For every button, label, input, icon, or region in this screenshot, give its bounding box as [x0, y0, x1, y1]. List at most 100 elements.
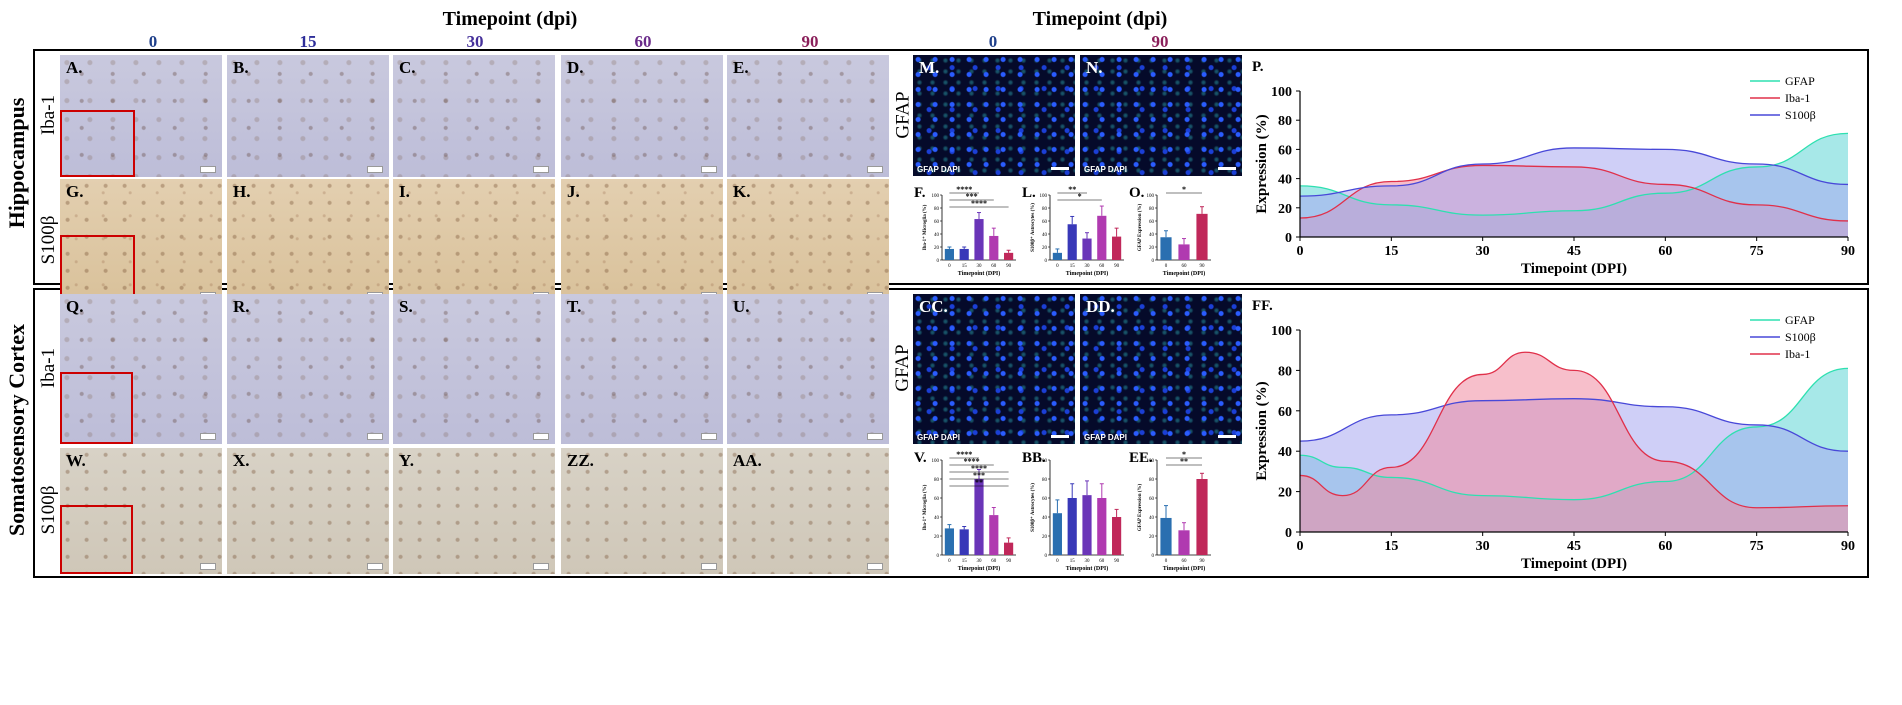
y-tick-label: 40 — [1149, 516, 1155, 521]
bar — [1160, 517, 1172, 555]
bar — [1112, 236, 1122, 260]
scale-bar — [867, 563, 883, 570]
x-tick-label: 75 — [1750, 244, 1764, 259]
x-tick-label: 30 — [1476, 244, 1490, 259]
x-tick-label: 60 — [1182, 559, 1188, 564]
scale-bar — [1218, 435, 1236, 438]
bar-chart: O. 0 20 40 60 80 100 0 60 90 * Timepoint (DPI) GFAP … — [1129, 185, 1211, 277]
y-axis-label: GFAP Expression (%) — [1138, 484, 1143, 532]
x-tick-label: 90 — [1006, 264, 1012, 269]
histology-image: J. — [561, 179, 723, 303]
panel-label: R. — [233, 297, 250, 316]
y-tick-label: 20 — [934, 535, 940, 540]
series-area — [1300, 147, 1848, 237]
x-tick-label: 60 — [1658, 244, 1672, 259]
timepoint-label: 90 — [1151, 32, 1169, 51]
bar — [959, 529, 969, 555]
chart-panel-label: V. — [914, 450, 927, 466]
timepoint-label: 90 — [801, 32, 819, 51]
significance-marker: * — [1078, 192, 1082, 201]
y-tick-label: 80 — [1149, 478, 1155, 483]
x-tick-label: 0 — [1297, 539, 1304, 554]
y-axis-label: S100β⁺ Astrocytes (%) — [1030, 483, 1036, 532]
y-tick-label: 100 — [1147, 194, 1155, 199]
y-tick-label: 100 — [1271, 85, 1292, 100]
x-tick-label: 0 — [948, 264, 951, 269]
y-axis-label: Iba-1⁺ Microglia (%) — [922, 204, 928, 250]
chart-panel-label: O. — [1129, 185, 1145, 201]
y-tick-label: 40 — [1149, 233, 1155, 238]
bar — [1097, 215, 1107, 260]
y-tick-label: 80 — [1042, 478, 1048, 483]
scale-bar — [533, 166, 549, 173]
histology-image: X. — [227, 448, 389, 574]
x-tick-label: 0 — [1297, 244, 1304, 259]
bar — [959, 248, 969, 260]
significance-marker: **** — [956, 185, 972, 194]
y-tick-label: 20 — [934, 246, 940, 251]
scale-bar — [200, 433, 216, 440]
bar — [1160, 237, 1172, 260]
y-tick-label: 100 — [1271, 324, 1292, 339]
stain-label: GFAP — [892, 344, 913, 392]
series-line — [1299, 351, 1849, 509]
series-line — [1299, 147, 1849, 197]
x-tick-label: 30 — [1085, 264, 1091, 269]
y-tick-label: 80 — [1278, 114, 1292, 129]
y-tick-label: 60 — [1278, 143, 1292, 158]
histology-image: Q. — [60, 294, 222, 444]
bar — [974, 219, 984, 260]
y-tick-label: 0 — [1285, 231, 1292, 246]
scale-bar — [367, 563, 383, 570]
panel-label: CC. — [919, 297, 948, 316]
x-tick-label: 60 — [1182, 264, 1188, 269]
x-tick-label: 45 — [1567, 244, 1581, 259]
bar — [1004, 252, 1014, 260]
x-tick-label: 60 — [991, 264, 997, 269]
scale-bar — [701, 563, 717, 570]
timepoint-header-right: Timepoint (dpi) — [1032, 8, 1168, 30]
panel-label: ZZ. — [567, 451, 594, 470]
y-tick-label: 0 — [1285, 526, 1292, 541]
magnified-inset — [60, 234, 135, 303]
significance-marker: *** — [966, 192, 978, 201]
stain-caption: GFAP DAPI — [917, 165, 960, 174]
series-line — [1299, 132, 1849, 216]
y-tick-label: 80 — [934, 478, 940, 483]
histology-image: K. — [727, 179, 889, 303]
histology-image: W. — [60, 448, 222, 574]
bar-chart: BB. 0 20 40 60 80 100 0 15 30 60 90 Timepoint (DPI) S… — [1022, 450, 1124, 572]
histology-image: ZZ. — [561, 448, 723, 574]
y-tick-label: 0 — [1152, 554, 1155, 559]
x-tick-label: 60 — [1658, 539, 1672, 554]
bar — [1097, 498, 1107, 555]
scale-bar — [367, 433, 383, 440]
panel-label: Y. — [399, 451, 414, 470]
panel-label: D. — [567, 58, 584, 77]
y-tick-label: 0 — [937, 554, 940, 559]
bar — [1052, 252, 1062, 260]
y-tick-label: 60 — [1149, 220, 1155, 225]
bar — [1082, 495, 1092, 555]
panel-label: H. — [233, 182, 251, 201]
series-line — [1299, 367, 1849, 501]
scale-bar — [533, 563, 549, 570]
significance-marker: **** — [964, 457, 980, 466]
y-tick-label: 0 — [1045, 554, 1048, 559]
stain-caption: GFAP DAPI — [1084, 165, 1127, 174]
x-axis-label: Timepoint (DPI) — [1521, 556, 1627, 572]
y-axis-label: GFAP Expression (%) — [1138, 204, 1143, 252]
bar — [974, 479, 984, 555]
x-tick-label: 30 — [977, 559, 983, 564]
bar — [1067, 498, 1077, 555]
stain-label: Iba-1 — [38, 94, 59, 136]
timepoint-label: 0 — [148, 32, 158, 51]
bar — [1052, 513, 1062, 555]
chart-panel-label: L. — [1022, 185, 1036, 201]
bar — [1004, 542, 1014, 555]
y-tick-label: 100 — [932, 459, 940, 464]
histology-image: C. — [393, 55, 555, 177]
x-tick-label: 90 — [1006, 559, 1012, 564]
significance-marker: **** — [971, 199, 987, 208]
bar — [1112, 517, 1122, 555]
